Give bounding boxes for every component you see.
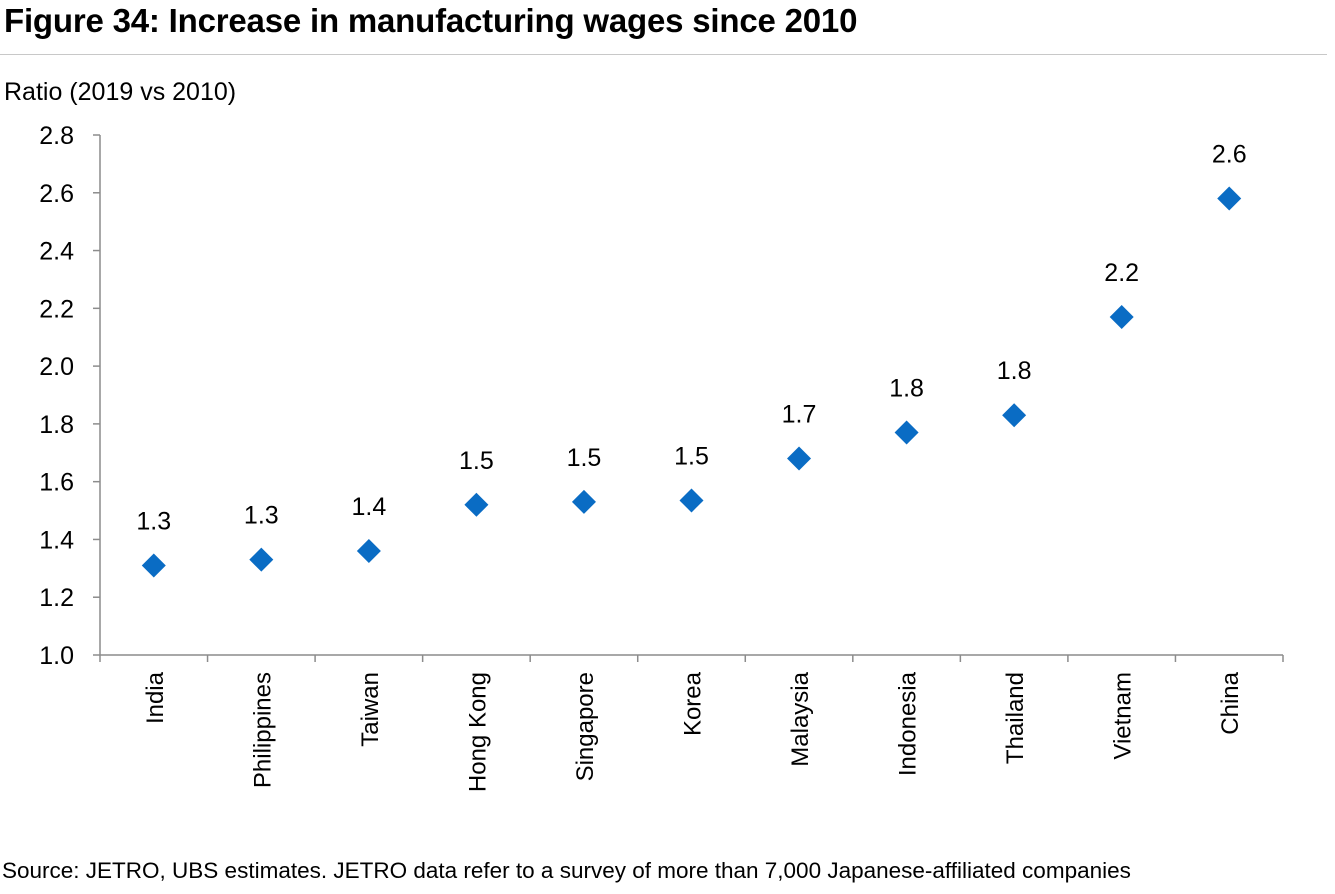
- data-value-label: 2.6: [1212, 141, 1247, 169]
- y-tick-label: 2.8: [39, 122, 74, 150]
- data-point-marker: [249, 547, 274, 572]
- data-value-label: 1.8: [997, 357, 1032, 385]
- title-divider: [0, 54, 1327, 55]
- x-tick-label: Philippines: [249, 672, 276, 788]
- x-tick-label: Malaysia: [787, 671, 814, 766]
- data-value-label: 1.8: [889, 375, 924, 403]
- y-tick-label: 1.0: [39, 642, 74, 670]
- data-value-label: 1.4: [351, 493, 386, 521]
- x-tick-label: Taiwan: [357, 672, 384, 747]
- data-point-marker: [1109, 305, 1134, 329]
- data-labels: 1.3 1.3 1.4 1.5 1.5 1.5 1.7 1.8 1.8 2.2 2.6: [136, 141, 1246, 536]
- y-tick-label: 1.4: [39, 526, 74, 554]
- data-value-label: 2.2: [1104, 259, 1139, 287]
- data-point-marker: [787, 446, 812, 471]
- data-point-marker: [141, 553, 166, 578]
- y-tick-label: 2.6: [39, 180, 74, 208]
- data-point-marker: [894, 420, 919, 445]
- x-tick-label: China: [1217, 671, 1244, 734]
- y-tick-label: 2.0: [39, 353, 74, 381]
- data-value-label: 1.5: [567, 444, 602, 472]
- y-axis-label: Ratio (2019 vs 2010): [4, 78, 237, 106]
- data-point-marker: [464, 492, 489, 517]
- source-note: Source: JETRO, UBS estimates. JETRO data…: [2, 858, 1131, 883]
- x-axis-ticks: India Philippines Taiwan Hong Kong Singapore…: [99, 655, 1284, 792]
- y-tick-label: 2.4: [39, 238, 74, 266]
- x-tick-label: Indonesia: [895, 671, 922, 776]
- y-tick-label: 1.2: [39, 584, 74, 612]
- data-value-label: 1.3: [136, 507, 171, 535]
- data-points: [141, 186, 1242, 578]
- data-point-marker: [1002, 403, 1027, 428]
- y-tick-label: 1.8: [39, 411, 74, 439]
- data-point-marker: [1217, 186, 1242, 211]
- x-tick-label: Korea: [680, 671, 707, 736]
- chart-axes: [99, 135, 1283, 656]
- x-tick-label: Thailand: [1002, 672, 1029, 764]
- data-value-label: 1.3: [244, 502, 279, 530]
- y-tick-label: 1.6: [39, 469, 74, 497]
- data-point-marker: [571, 489, 596, 514]
- x-tick-label: Vietnam: [1110, 672, 1137, 760]
- data-point-marker: [679, 488, 704, 513]
- data-value-label: 1.5: [459, 447, 494, 475]
- x-tick-label: India: [142, 671, 169, 724]
- y-tick-label: 2.2: [39, 295, 74, 323]
- x-tick-label: Singapore: [572, 672, 599, 781]
- data-value-label: 1.7: [782, 401, 817, 429]
- y-axis-ticks: 1.0 1.2 1.4 1.6 1.8 2.0 2.2 2.4 2.6 2.8: [39, 122, 100, 670]
- x-tick-label: Hong Kong: [464, 672, 491, 792]
- data-value-label: 1.5: [674, 442, 709, 470]
- data-point-marker: [356, 539, 381, 563]
- chart-title: Figure 34: Increase in manufacturing wag…: [4, 2, 858, 39]
